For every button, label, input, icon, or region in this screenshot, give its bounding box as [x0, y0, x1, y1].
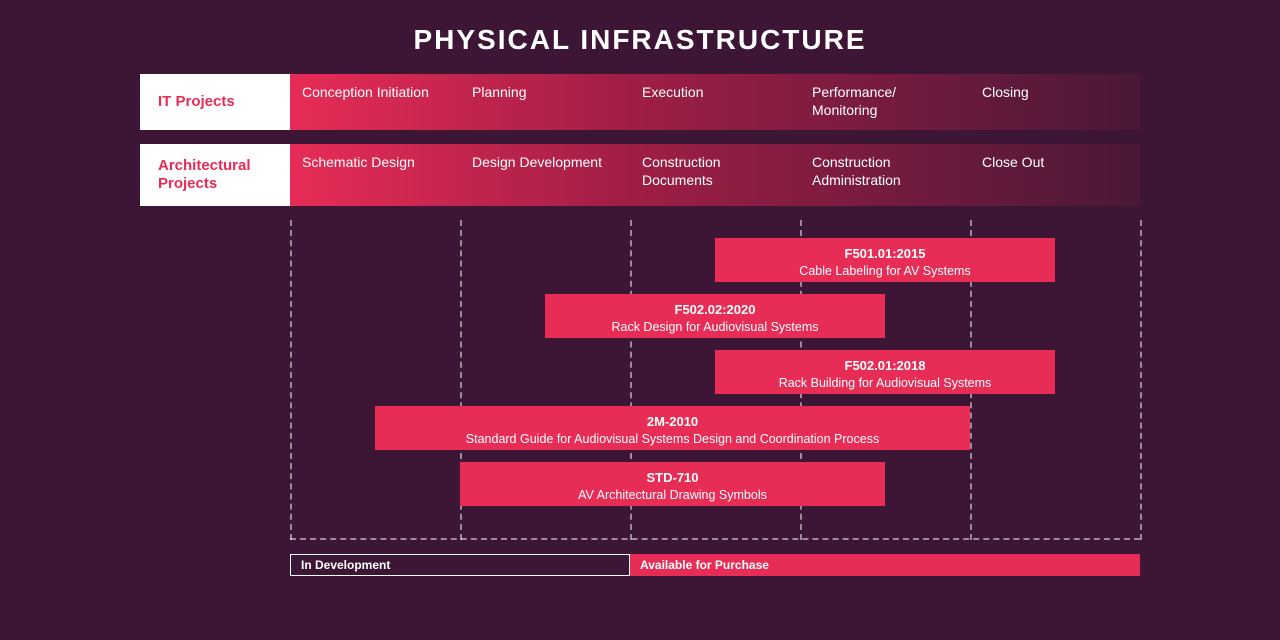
gantt-bar: STD-710AV Architectural Drawing Symbols	[460, 462, 885, 506]
phase-cell: Schematic Design	[290, 144, 460, 206]
bar-desc: Rack Building for Audiovisual Systems	[725, 375, 1045, 391]
bar-desc: Standard Guide for Audiovisual Systems D…	[385, 431, 960, 447]
phase-cell: Close Out	[970, 144, 1140, 206]
row-label-it: IT Projects	[140, 74, 290, 130]
phase-cell: Performance/ Monitoring	[800, 74, 970, 130]
row-label-arch: Architectural Projects	[140, 144, 290, 206]
legend-available: Available for Purchase	[630, 554, 1140, 576]
gantt-bar: F501.01:2015Cable Labeling for AV System…	[715, 238, 1055, 282]
legend-in-development: In Development	[290, 554, 630, 576]
chart-container: IT Projects Conception Initiation Planni…	[140, 74, 1140, 576]
gantt-bar: F502.02:2020Rack Design for Audiovisual …	[545, 294, 885, 338]
gantt-area: F501.01:2015Cable Labeling for AV System…	[290, 220, 1140, 540]
page-title: PHYSICAL INFRASTRUCTURE	[0, 0, 1280, 74]
phase-cell: Execution	[630, 74, 800, 130]
phases-arch: Schematic Design Design Development Cons…	[290, 144, 1140, 206]
gantt-bar: 2M-2010Standard Guide for Audiovisual Sy…	[375, 406, 970, 450]
header-row-it: IT Projects Conception Initiation Planni…	[140, 74, 1140, 130]
phases-it: Conception Initiation Planning Execution…	[290, 74, 1140, 130]
header-row-arch: Architectural Projects Schematic Design …	[140, 144, 1140, 206]
phase-cell: Planning	[460, 74, 630, 130]
legend: In Development Available for Purchase	[290, 554, 1140, 576]
bar-code: F502.02:2020	[555, 302, 875, 319]
grid-line	[1140, 220, 1142, 540]
phase-cell: Construction Administration	[800, 144, 970, 206]
bar-desc: AV Architectural Drawing Symbols	[470, 487, 875, 503]
bar-code: STD-710	[470, 470, 875, 487]
bar-code: F501.01:2015	[725, 246, 1045, 263]
phase-cell: Construction Documents	[630, 144, 800, 206]
bar-desc: Cable Labeling for AV Systems	[725, 263, 1045, 279]
bar-desc: Rack Design for Audiovisual Systems	[555, 319, 875, 335]
bar-code: 2M-2010	[385, 414, 960, 431]
phase-cell: Conception Initiation	[290, 74, 460, 130]
phase-cell: Design Development	[460, 144, 630, 206]
bar-code: F502.01:2018	[725, 358, 1045, 375]
grid-line	[290, 220, 292, 540]
gantt-bar: F502.01:2018Rack Building for Audiovisua…	[715, 350, 1055, 394]
grid-bottom-line	[290, 538, 1140, 540]
phase-cell: Closing	[970, 74, 1140, 130]
